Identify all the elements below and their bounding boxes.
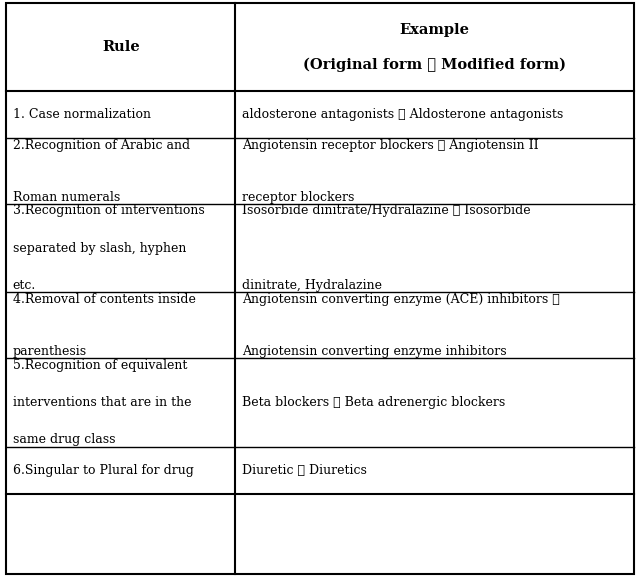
Text: 2.Recognition of Arabic and: 2.Recognition of Arabic and (13, 138, 190, 152)
Text: 6.Singular to Plural for drug: 6.Singular to Plural for drug (13, 464, 194, 477)
Text: Isosorbide dinitrate/Hydralazine ➤ Isosorbide: Isosorbide dinitrate/Hydralazine ➤ Isoso… (242, 204, 531, 218)
Text: 4.Removal of contents inside: 4.Removal of contents inside (13, 293, 196, 306)
Text: same drug class: same drug class (13, 433, 115, 446)
Text: separated by slash, hyphen: separated by slash, hyphen (13, 242, 186, 254)
Text: etc.: etc. (13, 279, 36, 292)
Text: 1. Case normalization: 1. Case normalization (13, 108, 151, 121)
Text: Rule: Rule (102, 40, 140, 54)
Text: dinitrate, Hydralazine: dinitrate, Hydralazine (242, 279, 381, 292)
Text: 3.Recognition of interventions: 3.Recognition of interventions (13, 204, 205, 218)
Text: interventions that are in the: interventions that are in the (13, 396, 191, 409)
Text: Roman numerals: Roman numerals (13, 190, 120, 204)
Text: Example: Example (399, 23, 470, 37)
Text: Beta blockers ➤ Beta adrenergic blockers: Beta blockers ➤ Beta adrenergic blockers (242, 396, 505, 409)
Text: Angiotensin receptor blockers ➤ Angiotensin II: Angiotensin receptor blockers ➤ Angioten… (242, 138, 538, 152)
Text: aldosterone antagonists ➤ Aldosterone antagonists: aldosterone antagonists ➤ Aldosterone an… (242, 108, 563, 121)
Text: Angiotensin converting enzyme inhibitors: Angiotensin converting enzyme inhibitors (242, 345, 506, 358)
Text: parenthesis: parenthesis (13, 345, 87, 358)
Text: Diuretic ➤ Diuretics: Diuretic ➤ Diuretics (242, 464, 367, 477)
Text: Angiotensin converting enzyme (ACE) inhibitors ➤: Angiotensin converting enzyme (ACE) inhi… (242, 293, 559, 306)
Text: 5.Recognition of equivalent: 5.Recognition of equivalent (13, 359, 187, 372)
Text: receptor blockers: receptor blockers (242, 190, 354, 204)
Text: (Original form ➤ Modified form): (Original form ➤ Modified form) (303, 57, 566, 72)
